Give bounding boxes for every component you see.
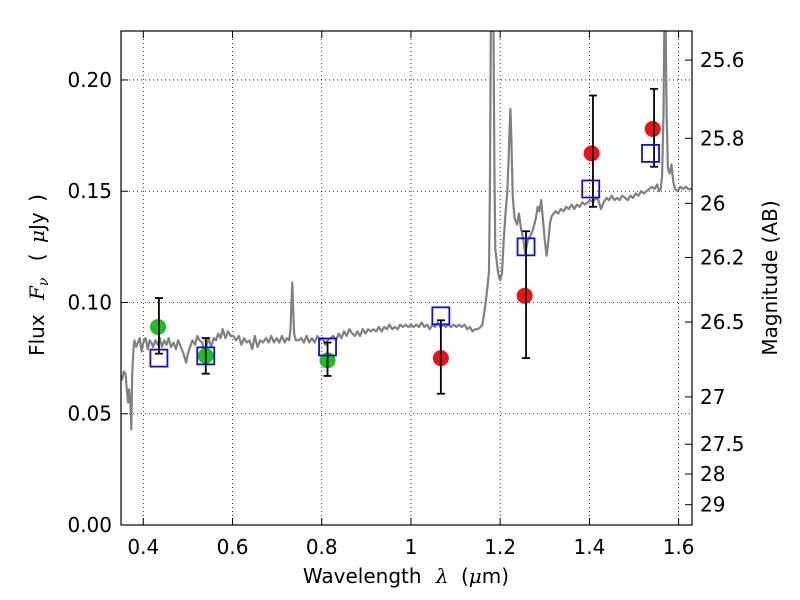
x-tick-label: 0.4 xyxy=(127,535,159,559)
grid xyxy=(121,31,692,526)
data-point-square xyxy=(641,143,660,163)
y-tick-label: 0.10 xyxy=(67,290,112,314)
plot-frame xyxy=(120,30,693,526)
y2-tick-label: 28 xyxy=(700,462,725,486)
y2-tick-label: 25.8 xyxy=(700,126,745,150)
series-model-spectrum xyxy=(121,31,692,431)
y-tick-label: 0.20 xyxy=(67,68,112,92)
spectrum-line xyxy=(121,31,692,431)
y-tick-label: 0.00 xyxy=(67,513,112,537)
data-point-square xyxy=(516,237,536,257)
data-point-square xyxy=(581,179,601,199)
y2-tick-label: 26.5 xyxy=(700,310,745,334)
y2-axis-title: Magnitude (AB) xyxy=(758,200,782,355)
series-blue-squares xyxy=(149,143,660,368)
y-axis-title: Flux Fν ( μJy ) xyxy=(25,194,53,356)
x-tick-label: 1.4 xyxy=(573,535,605,559)
y2-tick-label: 26.2 xyxy=(700,245,745,269)
series-red-points xyxy=(432,120,661,367)
data-point-square xyxy=(318,337,337,357)
x-tick-label: 0.6 xyxy=(217,535,249,559)
y2-tick-label: 27.5 xyxy=(700,432,745,456)
ticks: 0.4 0.6 0.8 1 1.2 1.4 1.6 0.00 0.05 0.10 0.15 0.20 2… xyxy=(67,31,745,559)
x-tick-label: 0.8 xyxy=(306,535,338,559)
x-tick-label: 1.2 xyxy=(484,535,516,559)
data-point-square xyxy=(431,306,451,326)
data-point-square xyxy=(196,346,216,366)
x-tick-label: 1.6 xyxy=(663,535,695,559)
data-point-square xyxy=(149,348,169,368)
data-point xyxy=(583,145,600,162)
y2-tick-label: 26 xyxy=(700,191,725,215)
plot-area xyxy=(121,31,692,431)
series-error-bars xyxy=(154,87,659,395)
x-axis-title: Wavelength λ (μm) xyxy=(303,564,509,588)
y2-tick-label: 27 xyxy=(700,385,725,409)
y2-tick-label: 29 xyxy=(700,493,725,517)
data-point xyxy=(644,120,661,137)
x-tick-label: 1 xyxy=(405,535,418,559)
y-tick-label: 0.05 xyxy=(67,402,112,426)
y2-tick-label: 25.6 xyxy=(700,48,745,72)
y-tick-label: 0.15 xyxy=(67,179,112,203)
data-point xyxy=(516,287,533,304)
